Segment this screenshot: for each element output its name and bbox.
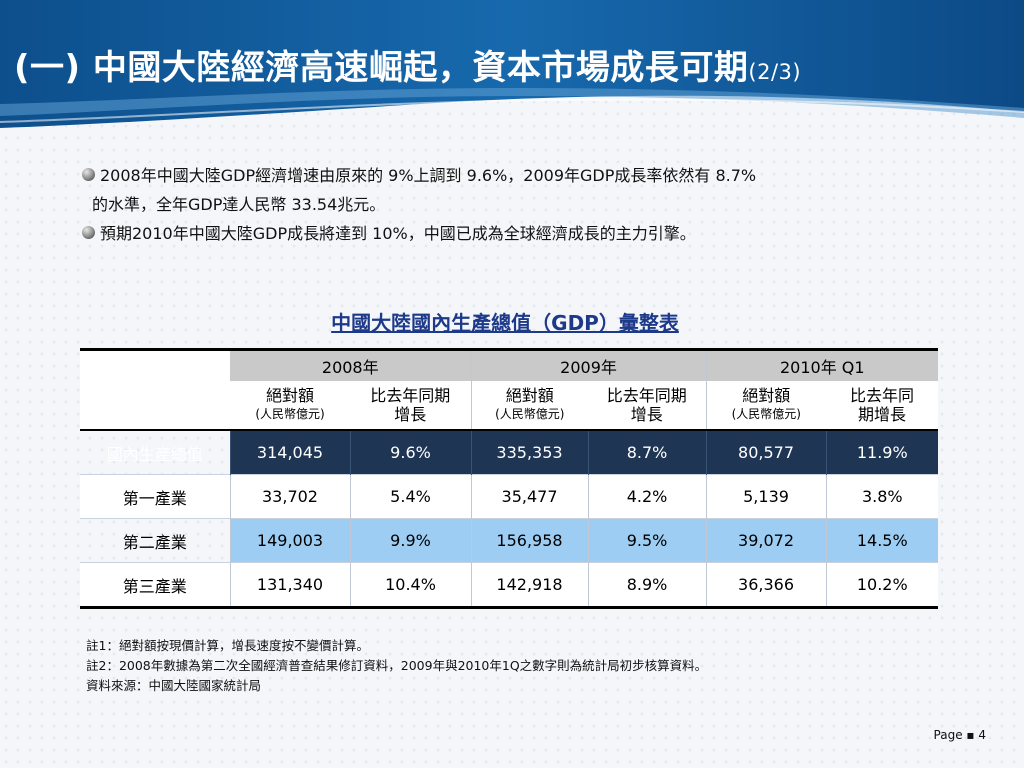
slide-title-suffix: (2/3): [748, 60, 802, 84]
table-row-gdp-total: 國內生產總值 314,045 9.6% 335,353 8.7% 80,577 …: [80, 429, 939, 475]
subheader-line: 期增長: [858, 405, 907, 424]
bullet-continuation: 的水準，全年GDP達人民幣 33.54兆元。: [80, 190, 940, 219]
year-header: 2010年 Q1: [705, 348, 939, 381]
table-cell: 131,340: [229, 562, 350, 609]
subheader-cell: 比去年同期增長: [588, 381, 707, 430]
source-note: 資料來源：中國大陸國家統計局: [86, 678, 262, 693]
table-cell: 5,139: [705, 474, 827, 519]
slide-title: (一) 中國大陸經濟高速崛起，資本市場成長可期(2/3): [14, 48, 802, 88]
table-cell: 11.9%: [825, 429, 939, 475]
table-cell: 14.5%: [825, 518, 939, 563]
footnote: 註2：2008年數據為第二次全國經濟普查結果修訂資料，2009年與2010年1Q…: [86, 658, 708, 673]
subheader-line: 絕對額: [505, 386, 554, 405]
table-subheader-row: 絕對額 (人民幣億元) 比去年同期 增長 絕對額 (人民幣億元) 比去年同期 增長 絕對…: [80, 381, 939, 430]
table-corner-cell: [80, 348, 230, 381]
table-cell: 142,918: [470, 562, 589, 609]
bullet-text: 的水準，全年GDP達人民幣 33.54兆元。: [92, 195, 386, 214]
year-header: 2009年: [470, 348, 707, 381]
subheader-line: 絕對額: [265, 386, 314, 405]
table-cell: 39,072: [705, 518, 827, 563]
table-cell: 9.6%: [349, 429, 472, 475]
table-row-secondary-industry: 第二產業 149,003 9.9% 156,958 9.5% 39,072 14…: [80, 518, 939, 563]
footnotes: 註1：絕對額按現價計算，增長速度按不變價計算。 註2：2008年數據為第二次全國…: [86, 636, 707, 696]
table-cell: 5.4%: [349, 474, 472, 519]
bullet-item: 預期2010年中國大陸GDP成長將達到 10%，中國已成為全球經濟成長的主力引擎…: [80, 219, 940, 248]
table-cell: 8.9%: [587, 562, 707, 609]
subheader-unit: (人民幣億元): [255, 407, 325, 421]
title-banner: (一) 中國大陸經濟高速崛起，資本市場成長可期(2/3): [0, 0, 1024, 140]
banner-graphic: [0, 0, 1024, 128]
table-cell: 33,702: [229, 474, 350, 519]
table-cell: 4.2%: [587, 474, 707, 519]
subheader-unit: (人民幣億元): [731, 407, 801, 421]
bullet-list: 2008年中國大陸GDP經濟增速由原來的 9%上調到 9.6%，2009年GDP…: [80, 161, 940, 248]
table-corner-cell: [80, 381, 230, 430]
year-header: 2008年: [230, 348, 472, 381]
table-row-primary-industry: 第一產業 33,702 5.4% 35,477 4.2% 5,139 3.8%: [80, 474, 939, 519]
table-cell: 9.5%: [587, 518, 707, 563]
bullet-sphere-icon: [82, 168, 95, 181]
subheader-line: 比去年同期: [606, 386, 687, 405]
bullet-text: 2008年中國大陸GDP經濟增速由原來的 9%上調到 9.6%，2009年GDP…: [100, 166, 757, 185]
subheader-line: 比去年同期: [370, 386, 451, 405]
table-row-tertiary-industry: 第三產業 131,340 10.4% 142,918 8.9% 36,366 1…: [80, 562, 939, 609]
table-cell: 10.4%: [349, 562, 472, 609]
row-label: 第一產業: [80, 474, 230, 519]
table-cell: 149,003: [229, 518, 350, 563]
row-label: 第二產業: [80, 518, 230, 563]
footnote: 註1：絕對額按現價計算，增長速度按不變價計算。: [86, 638, 369, 653]
bullet-item: 2008年中國大陸GDP經濟增速由原來的 9%上調到 9.6%，2009年GDP…: [80, 161, 940, 190]
row-label: 國內生產總值: [80, 429, 230, 475]
table-cell: 8.7%: [587, 429, 707, 475]
table-cell: 335,353: [470, 429, 589, 475]
table-cell: 9.9%: [349, 518, 472, 563]
table-cell: 36,366: [705, 562, 827, 609]
subheader-line: 增長: [394, 405, 427, 424]
subheader-cell: 比去年同期增長: [826, 381, 939, 430]
subheader-unit: (人民幣億元): [495, 407, 565, 421]
row-label: 第三產業: [80, 562, 230, 609]
subheader-line: 比去年同: [850, 386, 915, 405]
table-cell: 80,577: [705, 429, 827, 475]
subheader-line: 增長: [630, 405, 663, 424]
table-cell: 3.8%: [825, 474, 939, 519]
subheader-line: 絕對額: [742, 386, 791, 405]
table-title: 中國大陸國內生產總值（GDP）彙整表: [331, 311, 679, 335]
table-cell: 35,477: [470, 474, 589, 519]
gdp-table: 2008年 2009年 2010年 Q1 絕對額 (人民幣億元) 比去年同期 增長 …: [80, 348, 939, 609]
subheader-cell: 絕對額 (人民幣億元): [230, 381, 350, 430]
subheader-cell: 比去年同期增長: [350, 381, 472, 430]
page-number: Page ▪ 4: [933, 728, 986, 742]
table-cell: 10.2%: [825, 562, 939, 609]
table-year-header-row: 2008年 2009年 2010年 Q1: [80, 348, 939, 381]
bullet-sphere-icon: [82, 226, 95, 239]
subheader-cell: 絕對額 (人民幣億元): [705, 381, 827, 430]
table-cell: 156,958: [470, 518, 589, 563]
subheader-cell: 絕對額 (人民幣億元): [470, 381, 589, 430]
bullet-text: 預期2010年中國大陸GDP成長將達到 10%，中國已成為全球經濟成長的主力引擎…: [100, 224, 696, 243]
table-cell: 314,045: [229, 429, 350, 475]
